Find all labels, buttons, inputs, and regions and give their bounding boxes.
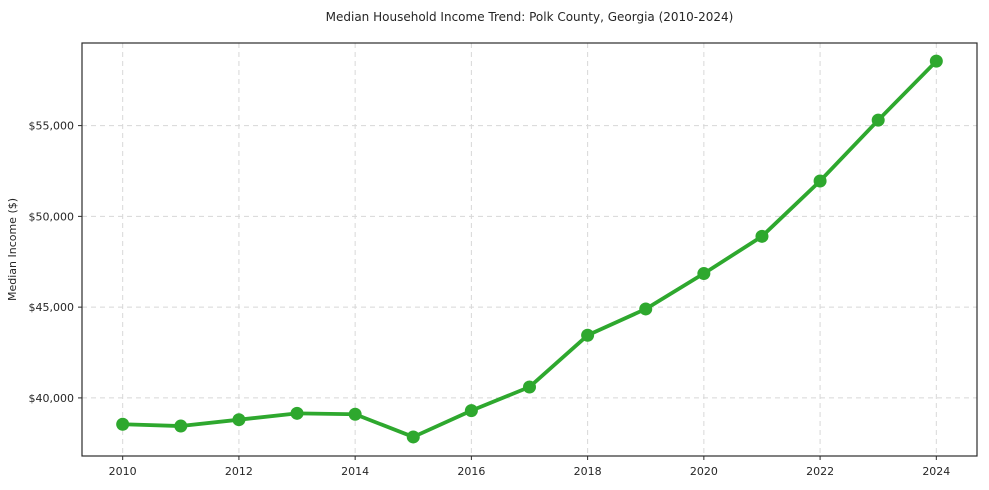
data-point-2015 xyxy=(406,430,420,444)
data-point-2019 xyxy=(639,302,653,316)
chart-title: Median Household Income Trend: Polk Coun… xyxy=(326,10,734,24)
plot-border xyxy=(81,42,978,457)
data-point-2016 xyxy=(464,404,478,418)
x-tick-label: 2020 xyxy=(690,465,718,478)
x-tick-label: 2010 xyxy=(109,465,137,478)
y-tick-label: $55,000 xyxy=(29,120,75,133)
x-tick-label: 2014 xyxy=(341,465,369,478)
data-point-2020 xyxy=(697,267,711,281)
data-point-2010 xyxy=(116,417,130,431)
x-tick-label: 2012 xyxy=(225,465,253,478)
data-point-2024 xyxy=(929,54,943,68)
data-point-2013 xyxy=(290,406,304,420)
data-point-2014 xyxy=(348,407,362,421)
data-point-2018 xyxy=(581,328,595,342)
x-tick-label: 2022 xyxy=(806,465,834,478)
x-tick-label: 2024 xyxy=(922,465,950,478)
data-point-2012 xyxy=(232,413,246,427)
y-tick-label: $50,000 xyxy=(29,210,75,223)
y-tick-label: $40,000 xyxy=(29,392,75,405)
x-tick-label: 2016 xyxy=(457,465,485,478)
data-point-2022 xyxy=(813,174,827,188)
data-point-2017 xyxy=(523,380,536,394)
data-point-2011 xyxy=(174,419,188,433)
data-point-2021 xyxy=(755,229,769,243)
y-tick-label: $45,000 xyxy=(29,301,75,314)
x-tick-label: 2018 xyxy=(574,465,602,478)
axes: 2010 2012 2014 2016 2018 2020 2022 2024 $40,000 $… xyxy=(29,42,978,478)
data-point-2023 xyxy=(871,113,885,127)
y-axis-label: Median Income ($) xyxy=(6,198,19,301)
data-series xyxy=(116,54,943,444)
gridlines xyxy=(82,43,977,456)
